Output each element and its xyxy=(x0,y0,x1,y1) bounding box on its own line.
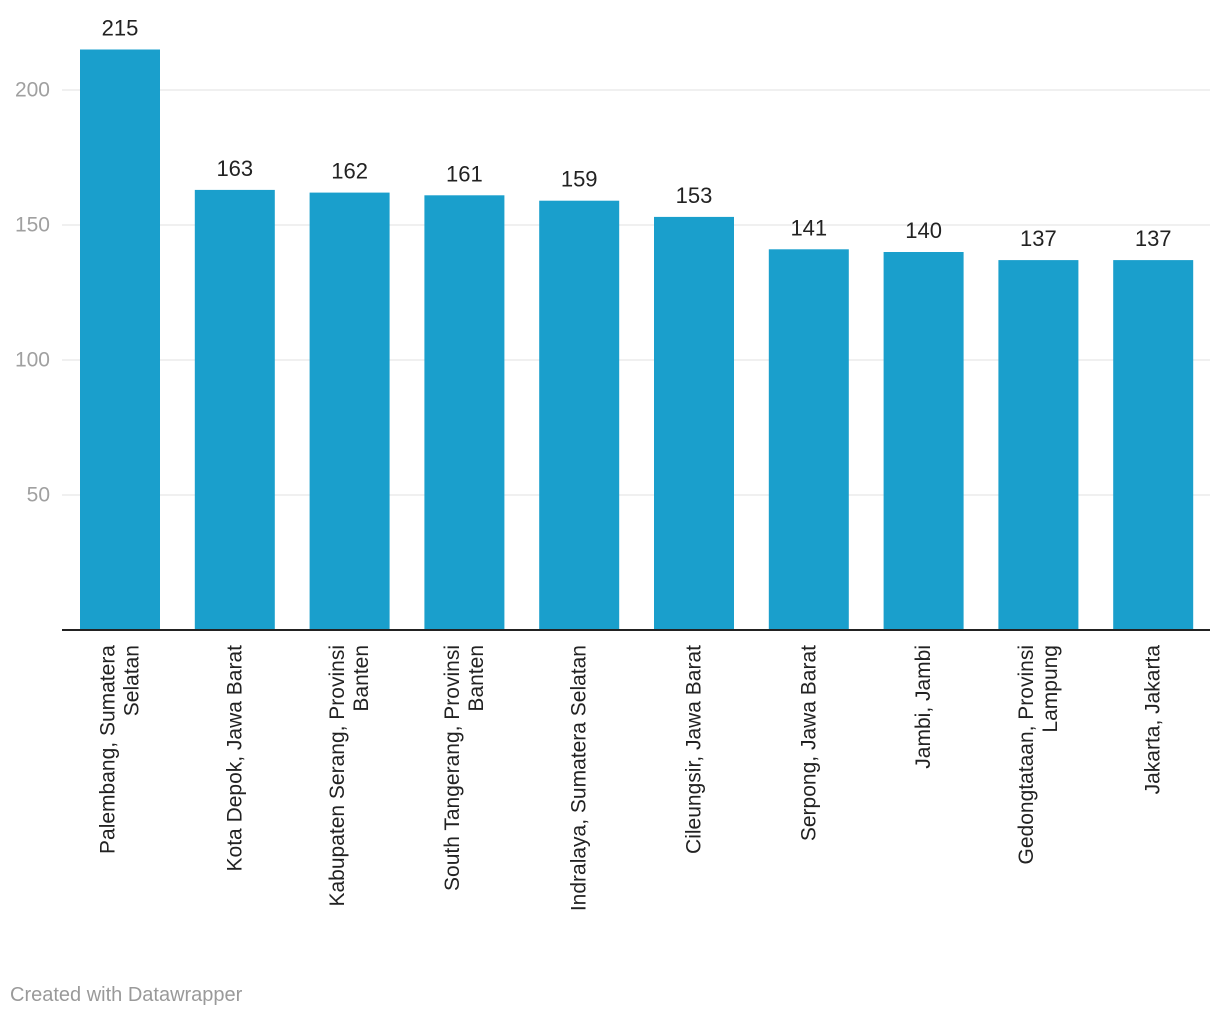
credit-text: Created with Datawrapper xyxy=(10,984,243,1006)
bar xyxy=(998,260,1079,630)
bar xyxy=(768,249,849,631)
value-label: 137 xyxy=(1020,226,1057,251)
bar xyxy=(424,195,505,631)
bar xyxy=(883,252,964,630)
x-tick-label-line: Banten xyxy=(465,645,488,712)
y-axis: 50 100 150 200 xyxy=(15,79,50,507)
x-tick-label: Kota Depok, Jawa Barat xyxy=(223,645,246,872)
x-tick-label: Gedongtataan, Provinsi Lampung xyxy=(1015,645,1062,864)
x-tick-label-line: Banten xyxy=(350,645,373,712)
y-tick-label: 100 xyxy=(15,349,50,372)
value-label: 162 xyxy=(331,159,368,184)
bars xyxy=(80,49,1194,631)
x-tick-label-line: Kota Depok, Jawa Barat xyxy=(223,645,246,872)
x-tick-label-line: Gedongtataan, Provinsi xyxy=(1015,645,1038,864)
bar xyxy=(1113,260,1194,630)
bar xyxy=(194,189,275,630)
value-label: 215 xyxy=(102,16,139,41)
x-tick-label-line: Jambi, Jambi xyxy=(912,645,935,769)
x-tick-label-line: Indralaya, Sumatera Selatan xyxy=(568,645,591,911)
x-tick-label-line: Lampung xyxy=(1039,645,1062,733)
x-tick-label-line: Kabupaten Serang, Provinsi xyxy=(326,645,349,907)
y-tick-label: 50 xyxy=(27,484,50,507)
x-tick-label-line: Serpong, Jawa Barat xyxy=(797,645,820,841)
x-tick-label: Palembang, Sumatera Selatan xyxy=(97,645,144,854)
value-label: 153 xyxy=(676,183,713,208)
x-tick-label: Cileungsir, Jawa Barat xyxy=(683,645,706,854)
x-tick-label: Indralaya, Sumatera Selatan xyxy=(568,645,591,911)
y-tick-label: 150 xyxy=(15,214,50,237)
x-tick-label-line: Selatan xyxy=(121,645,144,716)
bar xyxy=(309,192,390,630)
x-tick-label-line: Palembang, Sumatera xyxy=(97,645,120,854)
value-label: 140 xyxy=(905,218,942,243)
x-tick-label: Kabupaten Serang, Provinsi Banten xyxy=(326,645,373,907)
value-labels: 215 163 162 161 159 153 141 140 137 137 xyxy=(102,16,1172,252)
y-tick-label: 200 xyxy=(15,79,50,102)
x-tick-label: South Tangerang, Provinsi Banten xyxy=(441,645,488,891)
x-tick-label-line: South Tangerang, Provinsi xyxy=(441,645,464,891)
value-label: 141 xyxy=(790,215,827,240)
value-label: 159 xyxy=(561,167,598,192)
x-axis-labels: Palembang, Sumatera Selatan Kota Depok, Ja… xyxy=(97,645,1165,911)
x-tick-label: Jambi, Jambi xyxy=(912,645,935,769)
x-tick-label-line: Jakarta, Jakarta xyxy=(1142,645,1165,795)
value-label: 163 xyxy=(216,156,253,181)
value-label: 137 xyxy=(1135,226,1172,251)
x-tick-label: Jakarta, Jakarta xyxy=(1142,645,1165,795)
bar xyxy=(539,200,620,630)
x-tick-label-line: Cileungsir, Jawa Barat xyxy=(683,645,706,854)
bar xyxy=(654,216,734,630)
x-tick-label: Serpong, Jawa Barat xyxy=(797,645,820,841)
value-label: 161 xyxy=(446,161,483,186)
bar xyxy=(80,49,160,630)
